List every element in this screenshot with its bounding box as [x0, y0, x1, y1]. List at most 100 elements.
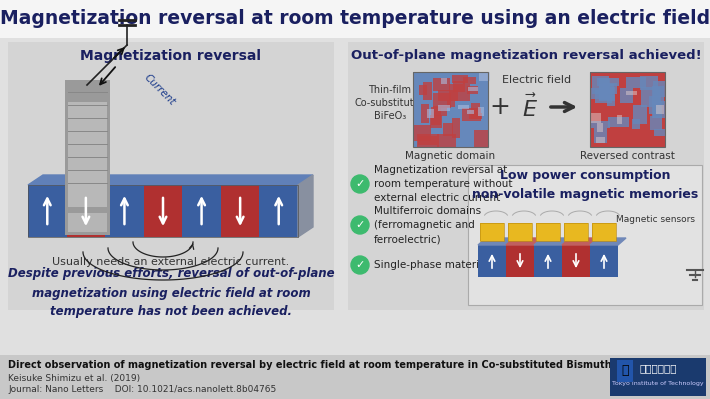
- Text: $\vec{E}$: $\vec{E}$: [522, 93, 538, 120]
- Bar: [534, 245, 562, 277]
- Bar: [28, 185, 67, 237]
- Bar: [594, 128, 607, 143]
- Bar: [441, 79, 447, 84]
- Bar: [430, 115, 442, 128]
- Bar: [564, 223, 588, 241]
- Bar: [610, 358, 706, 396]
- Bar: [348, 42, 704, 310]
- Bar: [467, 110, 474, 114]
- Bar: [599, 87, 615, 101]
- Bar: [592, 223, 616, 241]
- Text: ✓: ✓: [355, 179, 365, 189]
- Bar: [469, 87, 478, 91]
- Bar: [536, 223, 560, 241]
- Bar: [640, 87, 660, 107]
- Bar: [562, 245, 590, 277]
- Bar: [469, 113, 481, 119]
- Bar: [599, 85, 614, 101]
- Text: Current: Current: [142, 73, 177, 107]
- Polygon shape: [298, 175, 313, 237]
- Text: Out-of-plane magnetization reversal achieved!: Out-of-plane magnetization reversal achi…: [351, 49, 701, 63]
- Bar: [506, 245, 534, 277]
- Bar: [447, 100, 455, 107]
- Bar: [608, 117, 629, 126]
- Text: Magnetization reversal at
room temperature without
external electric current: Magnetization reversal at room temperatu…: [374, 165, 513, 203]
- Bar: [418, 136, 437, 145]
- Text: Electric field: Electric field: [503, 75, 572, 85]
- Bar: [458, 105, 469, 109]
- Bar: [654, 129, 665, 136]
- Bar: [468, 165, 702, 305]
- Bar: [597, 78, 618, 87]
- Bar: [427, 109, 435, 118]
- Bar: [453, 81, 465, 92]
- Bar: [536, 223, 560, 241]
- Bar: [590, 72, 665, 147]
- Text: ✓: ✓: [355, 260, 365, 270]
- Bar: [433, 93, 452, 108]
- Bar: [68, 83, 107, 207]
- Text: Tokyo Institute of Technology: Tokyo Institute of Technology: [612, 381, 704, 385]
- Bar: [603, 83, 617, 94]
- Text: Thin-film
Co-substituted
BiFeO₃: Thin-film Co-substituted BiFeO₃: [354, 85, 426, 121]
- Bar: [626, 77, 646, 89]
- Bar: [633, 105, 648, 124]
- Bar: [656, 105, 664, 115]
- Bar: [8, 42, 334, 310]
- Text: Multiferroic domains
(ferromagnetic and
ferroelectric): Multiferroic domains (ferromagnetic and …: [374, 206, 481, 244]
- Bar: [471, 103, 481, 119]
- Bar: [442, 123, 454, 136]
- Text: Usually needs an external electric current.: Usually needs an external electric curre…: [53, 257, 290, 267]
- Bar: [652, 101, 662, 118]
- Polygon shape: [590, 238, 626, 245]
- Text: Low power consumption
non-volatile magnetic memories: Low power consumption non-volatile magne…: [472, 169, 698, 201]
- Bar: [640, 77, 657, 90]
- Text: Reversed contrast: Reversed contrast: [579, 151, 674, 161]
- Bar: [620, 89, 633, 103]
- Bar: [650, 116, 662, 130]
- Bar: [590, 88, 608, 99]
- Bar: [463, 77, 476, 85]
- Polygon shape: [28, 175, 313, 185]
- Bar: [480, 223, 504, 241]
- Bar: [433, 78, 450, 91]
- Text: +: +: [490, 95, 510, 119]
- Bar: [0, 0, 710, 38]
- Text: ✓: ✓: [355, 220, 365, 230]
- Bar: [478, 245, 506, 277]
- Bar: [452, 118, 460, 138]
- Bar: [413, 125, 431, 141]
- Text: Despite previous efforts, reversal of out-of-plane
magnetization using electric : Despite previous efforts, reversal of ou…: [8, 267, 334, 318]
- Bar: [419, 85, 427, 95]
- Bar: [591, 113, 601, 123]
- Bar: [595, 89, 613, 103]
- Bar: [105, 185, 143, 237]
- Bar: [67, 185, 105, 237]
- Text: Journal: Nano Letters    DOI: 10.1021/acs.nanolett.8b04765: Journal: Nano Letters DOI: 10.1021/acs.n…: [8, 385, 276, 395]
- Bar: [474, 130, 488, 147]
- Bar: [590, 245, 618, 277]
- Bar: [508, 223, 532, 241]
- Bar: [433, 106, 447, 116]
- Bar: [467, 86, 478, 95]
- Bar: [653, 81, 665, 97]
- Bar: [68, 213, 107, 232]
- Bar: [626, 91, 637, 95]
- Bar: [599, 79, 611, 87]
- Bar: [65, 80, 110, 210]
- Bar: [438, 90, 458, 101]
- Bar: [421, 104, 430, 123]
- Bar: [143, 185, 182, 237]
- Polygon shape: [562, 238, 598, 245]
- Text: Single-phase material: Single-phase material: [374, 260, 488, 270]
- Bar: [438, 105, 450, 111]
- Bar: [564, 223, 588, 241]
- Text: Magnetic sensors: Magnetic sensors: [616, 215, 695, 225]
- Bar: [462, 109, 481, 121]
- Bar: [413, 72, 488, 147]
- Bar: [596, 137, 605, 142]
- Bar: [616, 115, 622, 124]
- Polygon shape: [506, 238, 542, 245]
- Bar: [652, 86, 664, 105]
- Bar: [65, 80, 110, 102]
